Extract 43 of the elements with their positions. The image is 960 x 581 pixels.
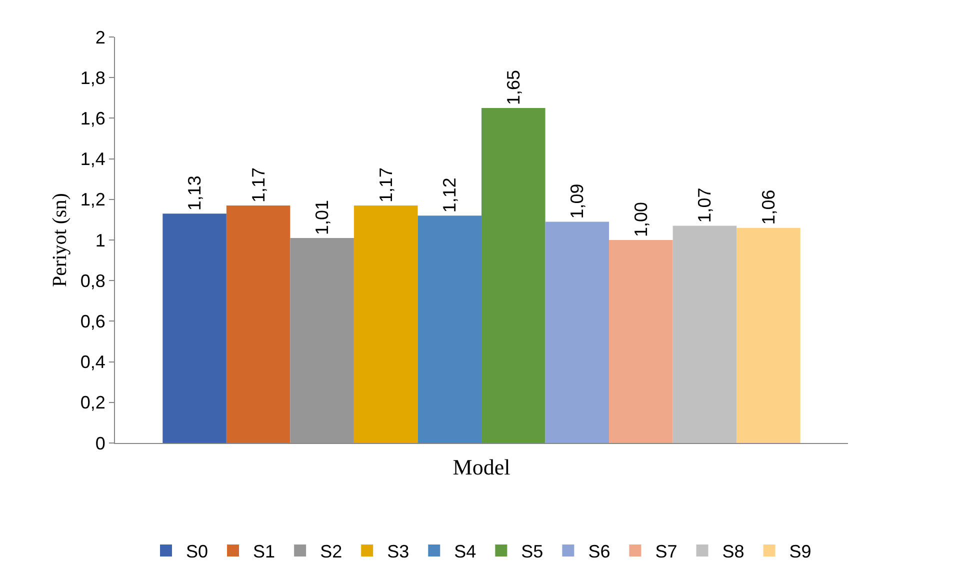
y-tick-label: 1: [95, 230, 106, 250]
legend-label: S3: [387, 542, 410, 562]
bar: [482, 108, 546, 443]
legend-label: S8: [722, 542, 744, 562]
y-tick-label: 1,6: [80, 108, 106, 128]
data-label: 1,09: [567, 184, 588, 219]
y-tick-label: 0,4: [80, 352, 106, 372]
legend-label: S2: [320, 542, 342, 562]
data-label: 1,00: [630, 202, 651, 237]
data-label: 1,01: [312, 200, 332, 235]
legend-label: S1: [253, 542, 276, 562]
bar: [736, 228, 800, 443]
legend-label: S6: [588, 542, 610, 562]
legend-label: S0: [186, 542, 208, 562]
bar: [609, 240, 673, 443]
bar: [545, 222, 610, 443]
data-label: 1,06: [758, 190, 778, 225]
y-tick-label: 0,8: [80, 270, 106, 291]
y-tick-label: 1,2: [80, 190, 106, 210]
data-label: 1,17: [376, 167, 396, 202]
legend-label: S5: [521, 542, 544, 562]
bar: [354, 205, 418, 443]
y-tick-label: 1,4: [80, 149, 106, 170]
y-tick-label: 0,2: [80, 392, 106, 413]
y-tick-label: 0,6: [80, 312, 106, 332]
data-label: 1,65: [503, 70, 524, 106]
bar: [162, 214, 226, 443]
bar: [418, 216, 482, 443]
data-label: 1,12: [440, 178, 460, 213]
bar: [226, 205, 290, 443]
y-tick-label: 2: [95, 27, 106, 48]
y-axis-title: Periyot (sn): [48, 193, 71, 287]
legend-label: S7: [655, 542, 678, 562]
y-tick-label: 1,8: [80, 68, 106, 88]
bar: [672, 226, 737, 443]
legend-label: S4: [454, 542, 476, 562]
y-tick-label: 0: [95, 433, 106, 454]
bar: [290, 238, 354, 443]
data-label: 1,13: [184, 176, 205, 211]
data-label: 1,07: [694, 188, 715, 223]
data-label: 1,17: [248, 167, 268, 202]
x-axis-title: Model: [452, 454, 510, 480]
legend-label: S9: [789, 542, 812, 562]
